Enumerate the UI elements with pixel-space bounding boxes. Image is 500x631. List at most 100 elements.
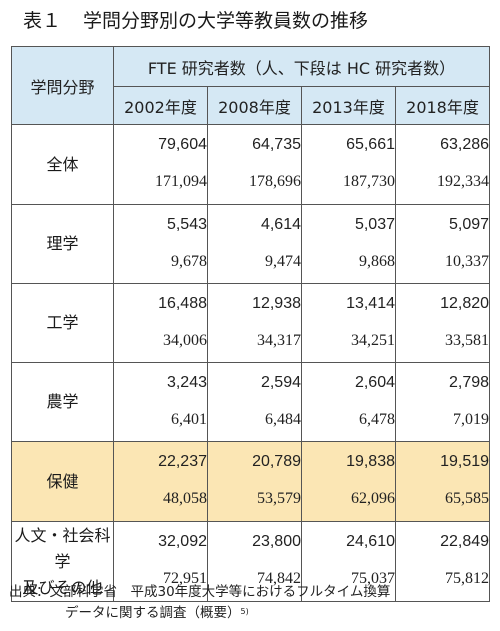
hc-value: 33,581 xyxy=(445,332,490,349)
value-cell: 19,519 65,585 xyxy=(394,441,491,522)
value-cell: 64,735 178,696 xyxy=(207,124,302,205)
hc-value: 178,696 xyxy=(249,173,301,190)
fte-value: 2,594 xyxy=(260,374,301,391)
fte-value: 2,604 xyxy=(354,374,395,391)
header-row-years: 2002年度 2008年度 2013年度 2018年度 xyxy=(12,86,491,125)
hc-value: 74,842 xyxy=(257,570,301,587)
value-cell: 4,614 9,474 xyxy=(207,204,302,284)
value-cell: 12,938 34,317 xyxy=(207,283,302,363)
header-row-group: 学問分野 FTE 研究者数（人、下段は HC 研究者数） xyxy=(11,46,491,125)
value-cell: 65,661 187,730 xyxy=(301,124,396,205)
table-body: 学問分野 FTE 研究者数（人、下段は HC 研究者数） 2002年度 2008… xyxy=(11,46,491,602)
hc-value: 53,579 xyxy=(257,490,301,507)
fte-value: 5,097 xyxy=(448,216,490,233)
table-row: 理学 5,543 9,678 4,614 9,474 5,037 9,868 5,097 10,… xyxy=(11,204,491,284)
fte-value: 5,037 xyxy=(354,216,395,233)
hc-value: 187,730 xyxy=(343,173,395,190)
hc-value: 9,474 xyxy=(265,253,301,270)
fte-value: 5,543 xyxy=(166,216,207,233)
hc-value: 65,585 xyxy=(445,490,490,507)
hc-value: 6,478 xyxy=(359,411,395,428)
value-cell: 22,237 48,058 xyxy=(113,441,208,522)
value-cell: 13,414 34,251 xyxy=(301,283,396,363)
value-cell: 5,543 9,678 xyxy=(113,204,208,284)
hc-value: 48,058 xyxy=(163,490,207,507)
fte-value: 23,800 xyxy=(252,533,301,550)
value-cell: 2,594 6,484 xyxy=(207,362,302,442)
value-cell: 12,820 33,581 xyxy=(394,283,491,363)
hc-value: 34,006 xyxy=(163,332,207,349)
row-label-line: 理学 xyxy=(46,234,79,253)
hc-value: 9,678 xyxy=(171,253,207,270)
group-header: FTE 研究者数（人、下段は HC 研究者数） xyxy=(112,46,491,87)
value-cell: 79,604 171,094 xyxy=(113,124,208,205)
year-header-2008: 2008年度 xyxy=(207,86,302,125)
row-label-line: 人文・社会科学 xyxy=(14,525,111,571)
fte-value: 20,789 xyxy=(252,453,301,470)
hc-value: 10,337 xyxy=(445,253,490,270)
table-title: 表１ 学問分野別の大学等教員数の推移 xyxy=(21,8,368,34)
table-row: 農学 3,243 6,401 2,594 6,484 2,604 6,478 2,798 7,0… xyxy=(11,362,491,442)
row-label-line: 農学 xyxy=(46,392,79,411)
fte-value: 12,820 xyxy=(440,295,490,312)
value-cell: 2,798 7,019 xyxy=(394,362,491,442)
source-line-1: 文部科学省 平成30年度大学等におけるフルタイム換算 xyxy=(49,584,391,600)
hc-value: 171,094 xyxy=(155,173,207,190)
source-line-2: データに関する調査（概要） xyxy=(65,605,241,621)
hc-value: 34,251 xyxy=(351,332,395,349)
value-cell: 63,286 192,334 xyxy=(394,124,491,205)
table-row: 全体 79,604 171,094 64,735 178,696 65,661 187,73… xyxy=(11,124,491,205)
hc-value: 6,401 xyxy=(171,411,207,428)
value-cell: 22,849 75,812 xyxy=(394,521,491,602)
year-header-2013: 2013年度 xyxy=(301,86,396,125)
hc-value: 72,951 xyxy=(163,570,207,587)
hc-value: 75,812 xyxy=(445,570,490,587)
hc-value: 6,484 xyxy=(265,411,301,428)
fte-value: 3,243 xyxy=(166,374,207,391)
fte-value: 22,849 xyxy=(440,533,490,550)
year-header-2002: 2002年度 xyxy=(113,86,208,125)
row-label-line: 及びその他 xyxy=(22,577,103,597)
fte-value: 16,488 xyxy=(158,295,207,312)
hc-value: 75,037 xyxy=(351,570,395,587)
footnote-reference: 5) xyxy=(240,607,249,616)
fte-value: 19,519 xyxy=(440,453,490,470)
fte-value: 63,286 xyxy=(440,136,490,153)
faculty-count-table: 学問分野 FTE 研究者数（人、下段は HC 研究者数） 2002年度 2008… xyxy=(11,46,491,602)
row-label-line: 保健 xyxy=(46,471,79,491)
hc-value: 62,096 xyxy=(351,490,395,507)
row-label: 全体 xyxy=(11,124,114,205)
row-label: 工学 xyxy=(11,283,114,363)
fte-value: 24,610 xyxy=(346,533,395,550)
row-label-line: 工学 xyxy=(46,313,79,332)
fte-value: 65,661 xyxy=(346,136,395,153)
fte-value: 19,838 xyxy=(346,453,395,470)
source-label: 出典： xyxy=(9,584,50,600)
fte-value: 22,237 xyxy=(158,453,207,470)
row-label: 理学 xyxy=(11,204,114,284)
table-row: 人文・社会科学及びその他 32,092 72,951 23,800 74,842 24,6… xyxy=(11,521,491,602)
hc-value: 34,317 xyxy=(257,332,301,349)
row-label: 農学 xyxy=(11,362,114,442)
value-cell: 5,097 10,337 xyxy=(394,204,491,284)
field-header: 学問分野 xyxy=(11,46,114,125)
value-cell: 5,037 9,868 xyxy=(301,204,396,284)
table-row: 保健 22,237 48,058 20,789 53,579 19,838 62,096 19… xyxy=(11,441,491,522)
fte-value: 2,798 xyxy=(448,374,490,391)
fte-value: 32,092 xyxy=(158,533,207,550)
row-label: 人文・社会科学及びその他 xyxy=(11,521,114,602)
hc-value: 9,868 xyxy=(359,253,395,270)
table-row: 工学 16,488 34,006 12,938 34,317 13,414 34,251 12… xyxy=(11,283,491,363)
fte-value: 4,614 xyxy=(260,216,301,233)
value-cell: 16,488 34,006 xyxy=(113,283,208,363)
table-number: 表１ xyxy=(23,10,62,32)
fte-value: 12,938 xyxy=(252,295,301,312)
hc-value: 7,019 xyxy=(453,411,490,428)
value-cell: 3,243 6,401 xyxy=(113,362,208,442)
fte-value: 64,735 xyxy=(252,136,301,153)
table-title-text: 学問分野別の大学等教員数の推移 xyxy=(83,10,369,32)
value-cell: 32,092 72,951 xyxy=(113,521,208,602)
fte-value: 79,604 xyxy=(158,136,207,153)
value-cell: 2,604 6,478 xyxy=(301,362,396,442)
value-cell: 19,838 62,096 xyxy=(301,441,396,522)
